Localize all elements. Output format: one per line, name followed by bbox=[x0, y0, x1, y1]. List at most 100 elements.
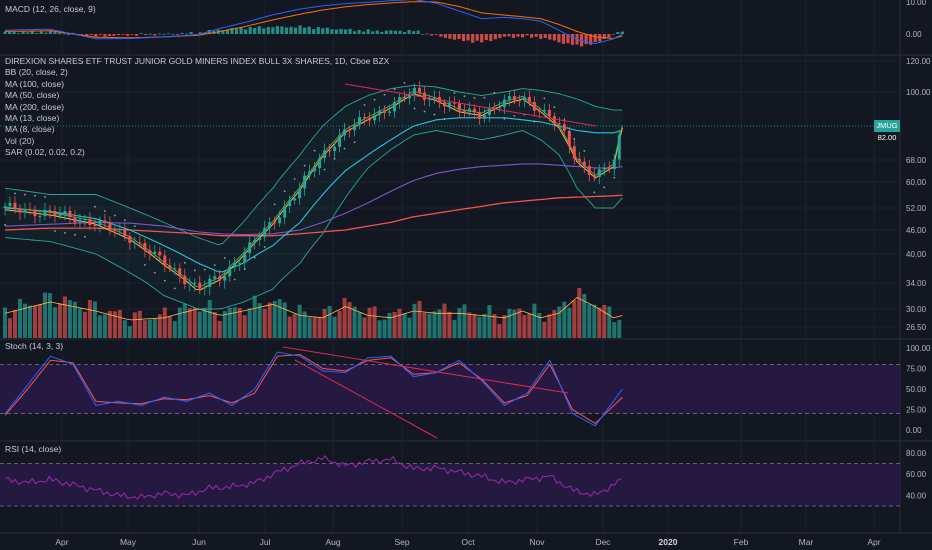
candle-body bbox=[582, 161, 586, 167]
candle-body bbox=[398, 97, 402, 103]
candle-body bbox=[273, 222, 277, 224]
candle-body bbox=[143, 242, 147, 251]
candle-body bbox=[163, 255, 167, 266]
candle-body bbox=[343, 129, 347, 136]
volume-bar bbox=[512, 309, 517, 338]
volume-bar bbox=[397, 308, 402, 338]
macd-histogram-bar bbox=[548, 34, 552, 40]
time-axis-label: Sep bbox=[394, 537, 409, 547]
candle-body bbox=[168, 265, 172, 269]
candle-body bbox=[497, 107, 501, 109]
volume-bar bbox=[157, 314, 162, 338]
candle-body bbox=[298, 188, 302, 199]
rsi-axis-label: 60.00 bbox=[906, 470, 927, 479]
time-axis[interactable]: Apr May Jun Jul Aug Sep Oct Nov Dec 2020 Feb Mar Apr bbox=[55, 537, 880, 547]
volume-bar bbox=[117, 309, 122, 338]
volume-bar bbox=[237, 307, 242, 338]
candle-body bbox=[138, 242, 142, 244]
indicator-vol[interactable]: Vol (20) bbox=[5, 135, 35, 146]
volume-bar bbox=[247, 308, 252, 338]
sar-dot bbox=[84, 235, 86, 238]
macd-histogram-bar bbox=[434, 34, 438, 35]
candle-body bbox=[3, 206, 7, 208]
time-axis-label: Dec bbox=[595, 537, 611, 547]
macd-axis-label: 0.00 bbox=[906, 30, 922, 39]
macd-histogram-bar bbox=[26, 32, 30, 34]
candle-body bbox=[248, 242, 252, 254]
sar-dot bbox=[213, 264, 216, 267]
macd-histogram-bar bbox=[589, 34, 593, 45]
candle-body bbox=[492, 107, 496, 109]
indicator-bb[interactable]: BB (20, close, 2) bbox=[5, 67, 68, 78]
sar-dot bbox=[333, 157, 336, 160]
macd-histogram-bar bbox=[357, 29, 361, 34]
candle-body bbox=[617, 135, 621, 160]
volume-bar bbox=[32, 305, 37, 338]
macd-histogram-bar bbox=[520, 34, 525, 38]
candle-body bbox=[318, 157, 322, 169]
macd-line bbox=[4, 0, 623, 45]
macd-histogram-bar bbox=[552, 34, 556, 41]
macd-histogram-bar bbox=[130, 34, 134, 35]
macd-histogram-bar bbox=[412, 31, 416, 34]
indicator-ma8[interactable]: MA (8, close) bbox=[5, 124, 55, 135]
macd-histogram-bar bbox=[475, 34, 479, 41]
candle-body bbox=[258, 237, 262, 241]
indicator-sar[interactable]: SAR (0.02, 0.02, 0.2) bbox=[5, 147, 85, 158]
volume-bar bbox=[597, 307, 602, 338]
candle-body bbox=[388, 111, 392, 113]
sar-dot bbox=[103, 210, 106, 212]
volume-bar bbox=[572, 300, 577, 338]
time-axis-label: Jun bbox=[192, 537, 206, 547]
time-axis-label: Mar bbox=[799, 537, 814, 547]
macd-histogram-bar bbox=[262, 28, 266, 34]
candle-body bbox=[28, 209, 32, 211]
candle-body bbox=[58, 213, 62, 216]
price-axis[interactable]: 120.00 100.00 68.00 60.00 52.00 46.00 40.00 34.… bbox=[906, 0, 931, 500]
volume-bar bbox=[127, 326, 132, 338]
candle-body bbox=[373, 115, 377, 121]
volume-bar bbox=[17, 298, 22, 338]
macd-histogram-bar bbox=[457, 34, 461, 40]
macd-histogram-bar bbox=[185, 33, 189, 35]
volume-bar bbox=[147, 319, 152, 338]
indicator-ma50[interactable]: MA (50, close) bbox=[5, 90, 60, 101]
indicator-ma200[interactable]: MA (200, close) bbox=[5, 101, 65, 112]
volume-bar bbox=[172, 321, 177, 338]
candle-body bbox=[263, 227, 267, 238]
volume-ma-line bbox=[4, 297, 623, 321]
time-axis-label: 2020 bbox=[659, 537, 678, 547]
sar-dot bbox=[403, 81, 406, 84]
bollinger-upper bbox=[4, 84, 623, 246]
candle-body bbox=[48, 210, 52, 212]
macd-histogram-bar bbox=[530, 34, 534, 38]
volume-bar bbox=[192, 307, 197, 338]
sar-dot bbox=[513, 114, 516, 117]
volume-bar bbox=[427, 313, 432, 338]
rsi-legend: RSI (14, close) bbox=[5, 444, 61, 455]
stoch-upper-trendline bbox=[282, 346, 569, 394]
candle-body bbox=[88, 219, 92, 225]
macd-histogram-bar bbox=[3, 31, 7, 34]
macd-histogram-bar bbox=[284, 27, 289, 34]
volume-bar bbox=[537, 313, 542, 338]
candle-body bbox=[432, 97, 436, 99]
candle-body bbox=[113, 229, 117, 231]
sar-dot bbox=[293, 178, 296, 180]
macd-histogram-bar bbox=[175, 34, 180, 35]
sar-dot bbox=[143, 263, 146, 266]
volume-bar bbox=[467, 312, 472, 338]
indicator-ma100[interactable]: MA (100, close) bbox=[5, 78, 65, 89]
price-axis-label: 26.50 bbox=[906, 323, 927, 332]
macd-histogram-bar bbox=[584, 34, 588, 45]
macd-histogram-bar bbox=[280, 26, 284, 34]
bollinger-lower bbox=[4, 130, 623, 310]
volume-bar bbox=[112, 311, 117, 338]
volume-bar bbox=[262, 308, 267, 338]
indicator-ma13[interactable]: MA (13, close) bbox=[5, 113, 60, 124]
macd-histogram-bar bbox=[189, 32, 193, 34]
macd-histogram-bar bbox=[89, 34, 93, 35]
macd-histogram-bar bbox=[57, 32, 62, 34]
volume-bar bbox=[302, 311, 307, 338]
volume-bar bbox=[37, 304, 42, 338]
